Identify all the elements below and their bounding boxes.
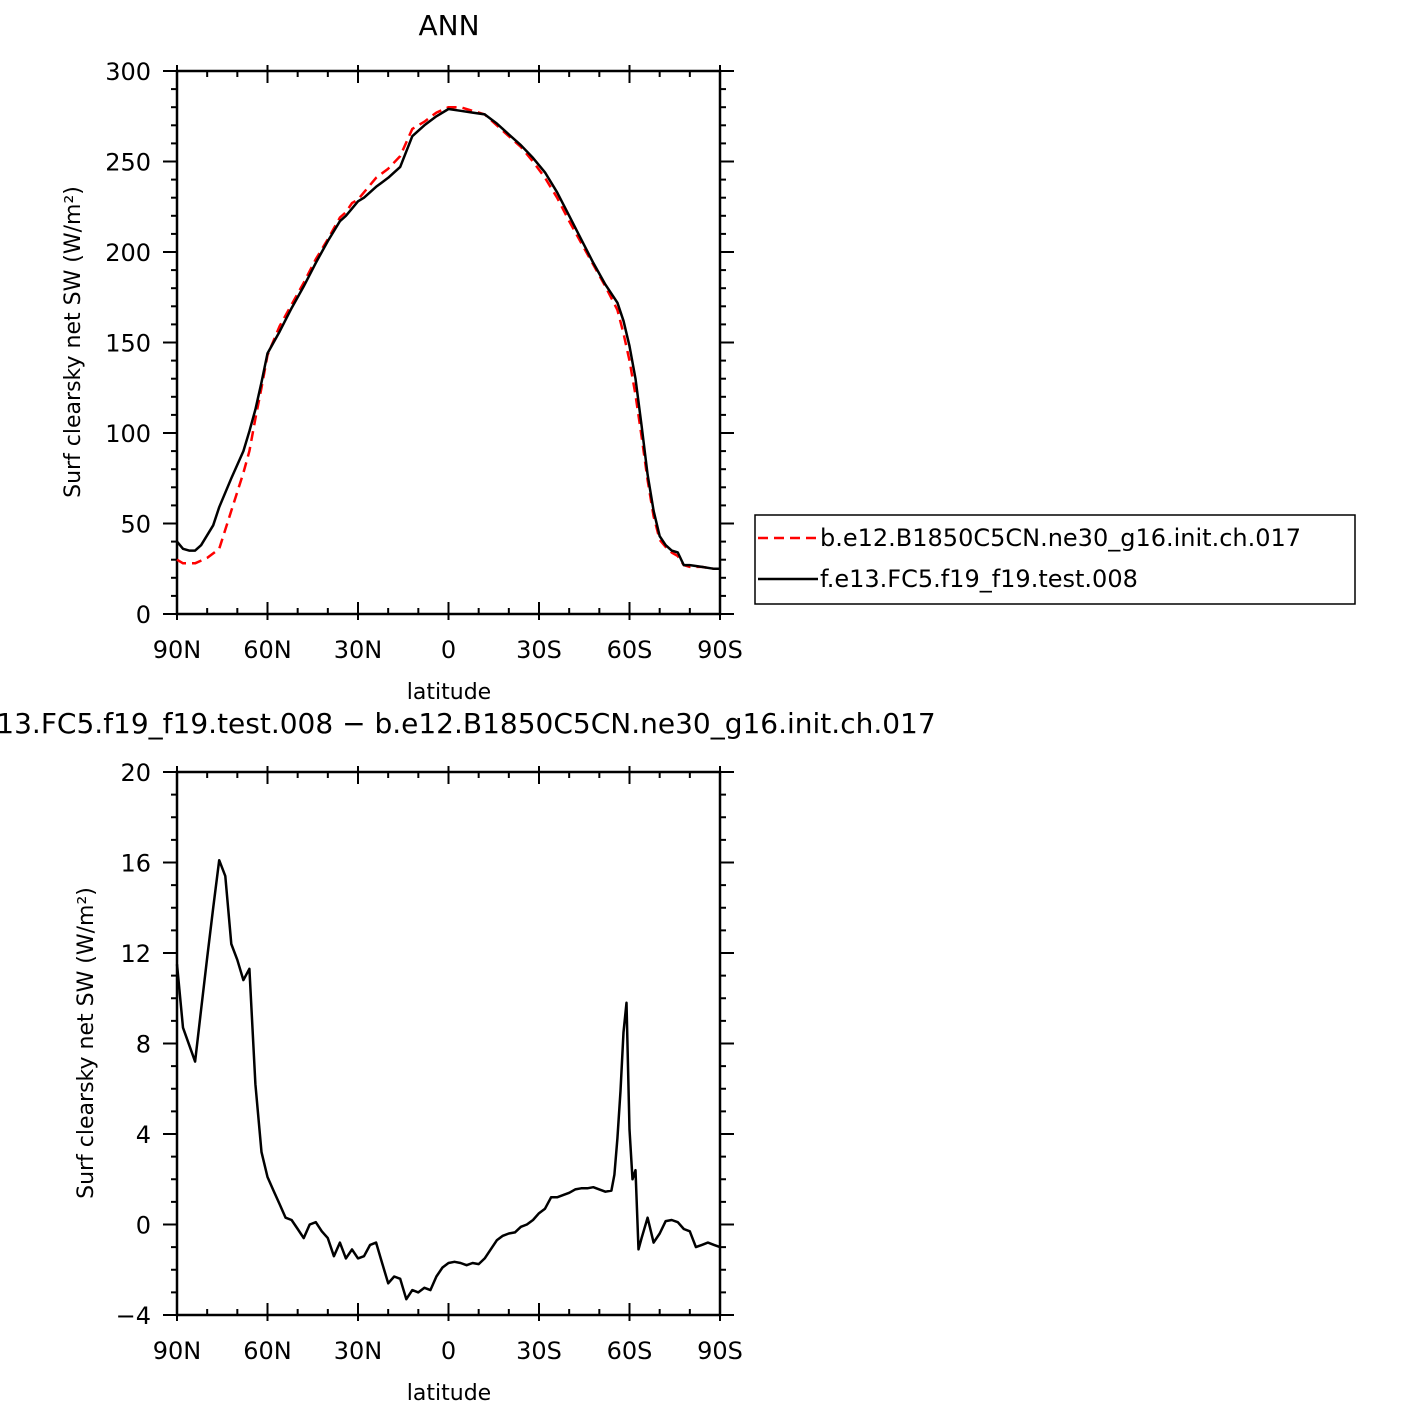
bottom-x-tick-label: 0: [441, 1337, 456, 1365]
bottom-y-axis-label: Surf clearsky net SW (W/m²): [74, 887, 99, 1199]
top-chart-title: ANN: [418, 9, 479, 42]
top-plot-frame: [175, 69, 722, 616]
legend-entry-2: f.e13.FC5.f19_f19.test.008: [820, 565, 1138, 593]
bottom-x-tick-label: 60N: [243, 1337, 292, 1365]
top-panel: ANN latitude Surf clearsky net SW (W/m²)…: [61, 9, 743, 705]
bottom-y-tick-label: 16: [120, 850, 151, 878]
top-series-line-2: [176, 107, 720, 571]
bottom-y-tick-label: 0: [136, 1212, 151, 1240]
bottom-y-tick-label: 12: [120, 940, 151, 968]
top-series-line-1: [176, 105, 720, 571]
top-y-axis-label: Surf clearsky net SW (W/m²): [61, 186, 86, 498]
bottom-x-tick-label: 90S: [697, 1337, 743, 1365]
top-x-tick-label: 90N: [153, 636, 202, 664]
top-x-tick-label: 60S: [607, 636, 653, 664]
bottom-x-tick-label: 60S: [607, 1337, 653, 1365]
bottom-y-tick-label: 8: [136, 1031, 151, 1059]
top-y-tick-label: 150: [105, 330, 151, 358]
top-y-tick-label: 250: [105, 149, 151, 177]
top-y-tick-label: 200: [105, 239, 151, 267]
top-x-tick-label: 60N: [243, 636, 292, 664]
top-y-tick-label: 0: [136, 601, 151, 629]
top-y-tick-label: 300: [105, 58, 151, 86]
bottom-x-tick-label: 30N: [334, 1337, 383, 1365]
legend-box: [754, 514, 1356, 605]
legend-entry-1: b.e12.B1850C5CN.ne30_g16.init.ch.017: [820, 524, 1301, 552]
top-x-tick-label: 30N: [334, 636, 383, 664]
top-y-tick-label: 50: [120, 511, 151, 539]
bottom-panel: f.e13.FC5.f19_f19.test.008 − b.e12.B1850…: [0, 707, 936, 1406]
bottom-series-line-1: [175, 858, 721, 1301]
top-x-tick-label: 30S: [516, 636, 562, 664]
bottom-y-tick-label: −4: [116, 1302, 151, 1330]
top-y-tick-label: 100: [105, 420, 151, 448]
top-x-tick-label: 90S: [697, 636, 743, 664]
top-x-tick-label: 0: [441, 636, 456, 664]
bottom-chart-title: f.e13.FC5.f19_f19.test.008 − b.e12.B1850…: [0, 707, 936, 740]
legend: b.e12.B1850C5CN.ne30_g16.init.ch.017 f.e…: [754, 514, 1356, 605]
top-x-axis-label: latitude: [407, 680, 491, 705]
bottom-x-tick-label: 30S: [516, 1337, 562, 1365]
bottom-y-tick-label: 20: [120, 759, 151, 787]
bottom-x-tick-label: 90N: [153, 1337, 202, 1365]
bottom-y-tick-label: 4: [136, 1121, 151, 1149]
bottom-x-axis-label: latitude: [407, 1381, 491, 1406]
